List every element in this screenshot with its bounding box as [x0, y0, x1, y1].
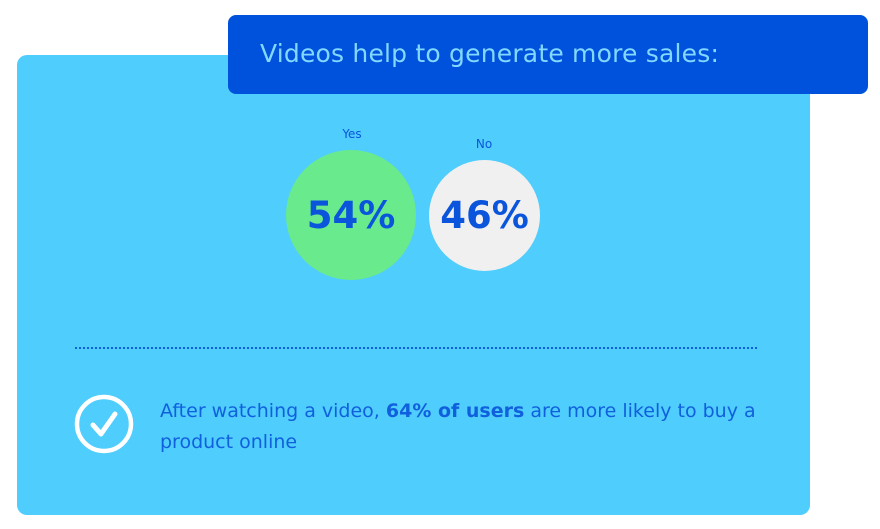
yes-circle: 54% — [286, 150, 416, 280]
no-value: 46% — [440, 194, 529, 237]
yes-value: 54% — [306, 193, 396, 237]
banner-title: Videos help to generate more sales: — [260, 39, 720, 68]
no-circle: 46% — [429, 160, 540, 271]
title-banner: Videos help to generate more sales: — [228, 15, 868, 94]
check-circle-icon — [74, 394, 134, 454]
note-text-start: After watching a video, — [160, 400, 386, 422]
dotted-divider — [75, 347, 757, 349]
info-card — [17, 55, 810, 515]
yes-label: Yes — [342, 127, 362, 141]
note-highlight: 64% of users — [385, 400, 525, 422]
note-text-end: are more likely to buy a product online — [160, 400, 756, 453]
no-label: No — [475, 137, 493, 151]
statistic-note: After watching a video, 64% of users are… — [160, 396, 760, 458]
